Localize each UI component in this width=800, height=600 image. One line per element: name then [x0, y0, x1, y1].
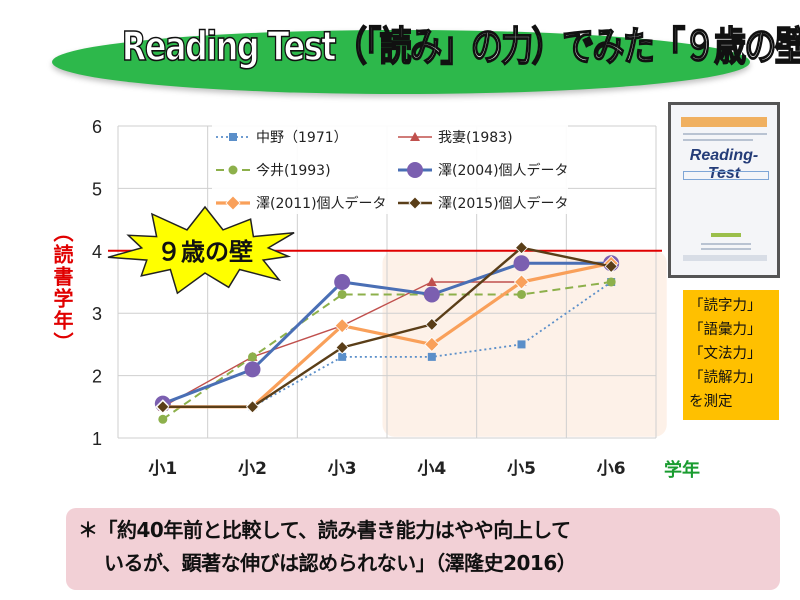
book-title: Reading-Test: [689, 147, 759, 182]
data-point: [229, 133, 237, 141]
quote-box: [66, 508, 780, 590]
data-point: [156, 400, 170, 414]
data-point: [335, 340, 349, 355]
data-point: [517, 289, 526, 299]
data-point: [408, 196, 422, 210]
series-line: [162, 281, 612, 421]
data-point: [338, 352, 347, 361]
y-axis-label: （読書学年）: [50, 222, 74, 354]
legend-item: 澤(2015)個人データ: [398, 195, 569, 212]
legend-label: 中野（1971）: [256, 130, 348, 146]
data-point: [407, 162, 423, 178]
y-tick-label: 3: [92, 304, 102, 324]
data-point: [244, 361, 261, 378]
x-tick-label: 小1: [148, 459, 177, 479]
data-point: [225, 195, 241, 211]
data-point: [334, 318, 350, 334]
x-tick-label: 小6: [597, 459, 626, 479]
legend-label: 我妻(1983): [438, 130, 513, 146]
data-point: [158, 414, 168, 424]
skill-item: 「語彙力」: [689, 322, 762, 338]
data-point: [604, 259, 618, 273]
y-tick-label: 2: [92, 367, 102, 387]
legend-label: 澤(2004)個人データ: [438, 162, 569, 179]
y-tick-label: 6: [92, 117, 102, 137]
data-point: [334, 274, 351, 290]
starburst-label: ９歳の壁: [157, 238, 253, 266]
x-tick-label: 小3: [328, 459, 357, 479]
skill-item: 「読字力」: [689, 298, 762, 314]
data-point: [513, 255, 530, 272]
data-point: [517, 340, 526, 349]
x-tick-label: 小5: [507, 459, 536, 479]
legend: 中野（1971） 我妻(1983)今井(1993) 澤(2004)個人データ澤(20…: [212, 124, 569, 214]
data-point: [424, 336, 440, 352]
legend-label: 澤(2011)個人データ: [256, 195, 387, 212]
legend-item: 今井(1993): [216, 163, 331, 179]
skill-item: 「読解力」: [689, 370, 762, 386]
starburst-shape: [107, 205, 295, 295]
legend-label: 澤(2015)個人データ: [438, 195, 569, 212]
data-point: [337, 289, 347, 299]
series-4: [154, 255, 620, 412]
measured-skills-box: 「読字力」 「語彙力」 「文法力」 「読解力」 を測定: [683, 290, 779, 420]
title-banner: [52, 30, 750, 94]
data-point: [427, 352, 436, 361]
legend-box: [212, 124, 568, 214]
data-point: [425, 317, 439, 331]
reading-test-book-cover: Reading-Test: [668, 102, 780, 278]
quote-line-1: ＊「約40年前と比較して、読み書き能力はやや向上して: [78, 518, 571, 542]
legend-item: 澤(2011)個人データ: [216, 195, 387, 212]
y-tick-label: 5: [92, 179, 102, 199]
data-point: [423, 286, 440, 303]
skill-item: 「文法力」: [689, 346, 762, 362]
legend-item: 中野（1971）: [216, 130, 348, 146]
data-point: [410, 132, 420, 141]
data-point: [228, 165, 238, 175]
series-line: [162, 281, 612, 408]
data-point: [606, 277, 616, 287]
data-point: [245, 400, 260, 414]
series-line: [162, 246, 612, 408]
data-point: [426, 277, 437, 286]
y-tick-label: 4: [92, 242, 102, 262]
data-point: [514, 241, 529, 255]
data-point: [248, 352, 257, 362]
y-tick-label: 1: [92, 429, 102, 449]
legend-label: 今井(1993): [256, 163, 331, 179]
legend-item: 我妻(1983): [398, 130, 513, 146]
x-tick-label: 小4: [417, 459, 446, 479]
skill-item: を測定: [689, 394, 733, 410]
x-tick-label: 小2: [238, 459, 267, 479]
series-line: [162, 261, 612, 406]
data-point: [513, 274, 530, 290]
series-6: [156, 241, 618, 414]
x-axis-label: 学年: [664, 459, 700, 481]
quote-line-2: いるが、顕著な伸びは認められない」（澤隆史2016）: [104, 551, 577, 575]
legend-item: 澤(2004)個人データ: [398, 162, 569, 179]
